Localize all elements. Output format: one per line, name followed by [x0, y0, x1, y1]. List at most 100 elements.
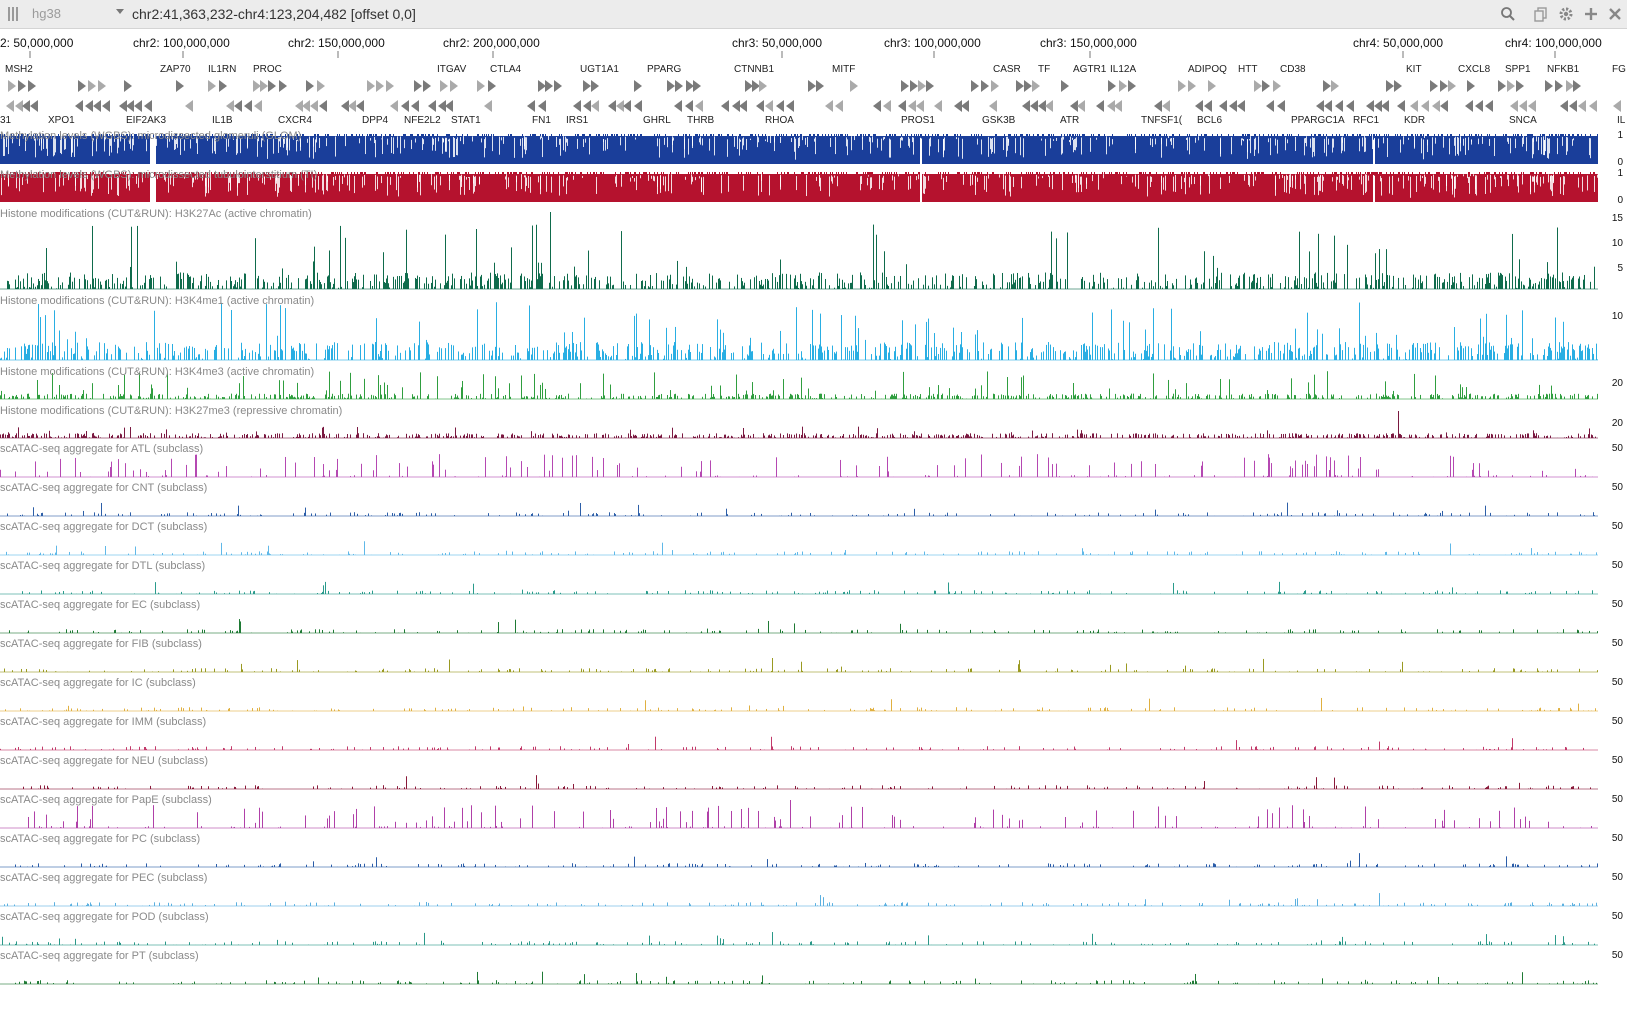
- gene-label[interactable]: ADIPOQ: [1188, 64, 1227, 75]
- gene-label[interactable]: 31: [0, 115, 12, 126]
- copy-icon[interactable]: [1533, 6, 1549, 22]
- assembly-select[interactable]: hg38: [32, 6, 61, 21]
- gene-label[interactable]: GSK3B: [982, 115, 1016, 126]
- gene-strand-arrow: [1465, 100, 1473, 112]
- track-signal[interactable]: [0, 800, 1627, 829]
- gene-label[interactable]: XPO1: [48, 115, 75, 126]
- gene-strand-arrow: [527, 100, 535, 112]
- gene-label[interactable]: ATR: [1060, 115, 1080, 126]
- grip-icon[interactable]: [8, 7, 18, 21]
- gene-label[interactable]: IRS1: [566, 115, 589, 126]
- gene-strand-arrow: [386, 80, 394, 92]
- gene-label[interactable]: IL12A: [1110, 64, 1137, 75]
- gene-label[interactable]: THRB: [687, 115, 715, 126]
- track-signal[interactable]: [0, 956, 1627, 985]
- gene-strand-arrow: [390, 100, 398, 112]
- gene-label[interactable]: EIF2AK3: [126, 115, 167, 126]
- track-signal[interactable]: [0, 566, 1627, 595]
- track-signal[interactable]: [0, 449, 1627, 478]
- gene-label[interactable]: PPARG: [647, 64, 682, 75]
- track-signal[interactable]: [0, 370, 1627, 400]
- track-signal[interactable]: [0, 683, 1627, 712]
- track-signal[interactable]: [0, 299, 1627, 361]
- gene-strand-arrow: [686, 80, 694, 92]
- track-label: Histone modifications (CUT&RUN): H3K4me1…: [0, 295, 315, 307]
- gene-label[interactable]: HTT: [1238, 64, 1258, 75]
- gene-label[interactable]: IL1B: [212, 115, 233, 126]
- track-signal[interactable]: [0, 134, 1627, 166]
- gene-label[interactable]: SNCA: [1509, 115, 1537, 126]
- gene-strand-arrow: [445, 100, 453, 112]
- gene-strand-arrow: [317, 80, 325, 92]
- gene-label[interactable]: UGT1A1: [580, 64, 619, 75]
- gene-label[interactable]: MITF: [832, 64, 856, 75]
- chevron-down-icon[interactable]: [116, 9, 124, 14]
- track-signal[interactable]: [0, 488, 1627, 517]
- track-signal[interactable]: [0, 878, 1627, 907]
- search-icon[interactable]: [1500, 6, 1516, 22]
- gene-label[interactable]: BCL6: [1197, 115, 1223, 126]
- gene-label[interactable]: CTLA4: [490, 64, 522, 75]
- gene-label[interactable]: FG: [1612, 64, 1626, 75]
- gene-strand-arrow: [825, 100, 833, 112]
- gene-label[interactable]: DPP4: [362, 115, 389, 126]
- close-icon[interactable]: [1607, 6, 1623, 22]
- gene-strand-arrow: [1374, 100, 1382, 112]
- gene-label[interactable]: RFC1: [1353, 115, 1380, 126]
- track-signal[interactable]: [0, 644, 1627, 673]
- gene-label[interactable]: KIT: [1406, 64, 1422, 75]
- gene-label[interactable]: CASR: [993, 64, 1021, 75]
- gene-label[interactable]: ITGAV: [437, 64, 467, 75]
- gene-label[interactable]: PROS1: [901, 115, 935, 126]
- gene-strand-arrow: [835, 100, 843, 112]
- gene-label[interactable]: CD38: [1280, 64, 1306, 75]
- gene-label[interactable]: FN1: [532, 115, 551, 126]
- gene-label[interactable]: STAT1: [451, 115, 481, 126]
- gear-icon[interactable]: [1558, 6, 1574, 22]
- gene-label[interactable]: IL1RN: [208, 64, 237, 75]
- plus-icon[interactable]: [1583, 6, 1599, 22]
- track-signal[interactable]: [0, 839, 1627, 868]
- gene-label[interactable]: ZAP70: [160, 64, 191, 75]
- track-label: scATAC-seq aggregate for DCT (subclass): [0, 521, 208, 533]
- gene-label[interactable]: CXCL8: [1458, 64, 1491, 75]
- gene-label[interactable]: PPARGC1A: [1291, 115, 1345, 126]
- gene-strand-arrow: [488, 80, 496, 92]
- gene-strand-arrow: [1323, 80, 1331, 92]
- gene-strand-arrow: [634, 100, 642, 112]
- track-signal[interactable]: [0, 761, 1627, 790]
- locus-input[interactable]: chr2:41,363,232-chr4:123,204,482 [offset…: [132, 6, 416, 22]
- gene-strand-arrow: [85, 100, 93, 112]
- track-signal[interactable]: [0, 917, 1627, 946]
- gene-label[interactable]: KDR: [1404, 115, 1426, 126]
- track-signal[interactable]: [0, 172, 1627, 204]
- gene-label[interactable]: NFE2L2: [404, 115, 441, 126]
- gene-label[interactable]: GHRL: [643, 115, 671, 126]
- gene-label[interactable]: TF: [1038, 64, 1051, 75]
- gene-strand-arrow: [1386, 80, 1394, 92]
- track-signal[interactable]: [0, 605, 1627, 634]
- gene-strand-arrow: [721, 100, 729, 112]
- gene-label[interactable]: SPP1: [1505, 64, 1531, 75]
- gene-label[interactable]: CTNNB1: [734, 64, 775, 75]
- track-signal[interactable]: [0, 409, 1627, 439]
- gene-label[interactable]: NFKB1: [1547, 64, 1580, 75]
- y-axis-tick-label: 50: [1611, 833, 1623, 844]
- gene-label[interactable]: PROC: [253, 64, 282, 75]
- gene-strand-arrow: [1178, 80, 1186, 92]
- gene-label[interactable]: RHOA: [765, 115, 794, 126]
- track-signal[interactable]: [0, 722, 1627, 751]
- track-signal[interactable]: [0, 527, 1627, 556]
- genome-browser-tracks[interactable]: 2: 50,000,000 chr2: 100,000,000 chr2: 150,…: [0, 29, 1627, 1016]
- track-signal[interactable]: [0, 212, 1627, 290]
- gene-label[interactable]: CXCR4: [278, 115, 312, 126]
- gene-strand-arrow: [1237, 100, 1245, 112]
- gene-strand-arrow: [732, 100, 740, 112]
- gene-label[interactable]: IL: [1617, 115, 1626, 126]
- gene-strand-arrow: [1030, 100, 1038, 112]
- y-axis-tick-label: 50: [1611, 911, 1623, 922]
- gene-annotation-glyphs[interactable]: [0, 76, 1627, 116]
- gene-label[interactable]: TNFSF1(: [1141, 115, 1183, 126]
- gene-label[interactable]: MSH2: [5, 64, 33, 75]
- gene-label[interactable]: AGTR1: [1073, 64, 1107, 75]
